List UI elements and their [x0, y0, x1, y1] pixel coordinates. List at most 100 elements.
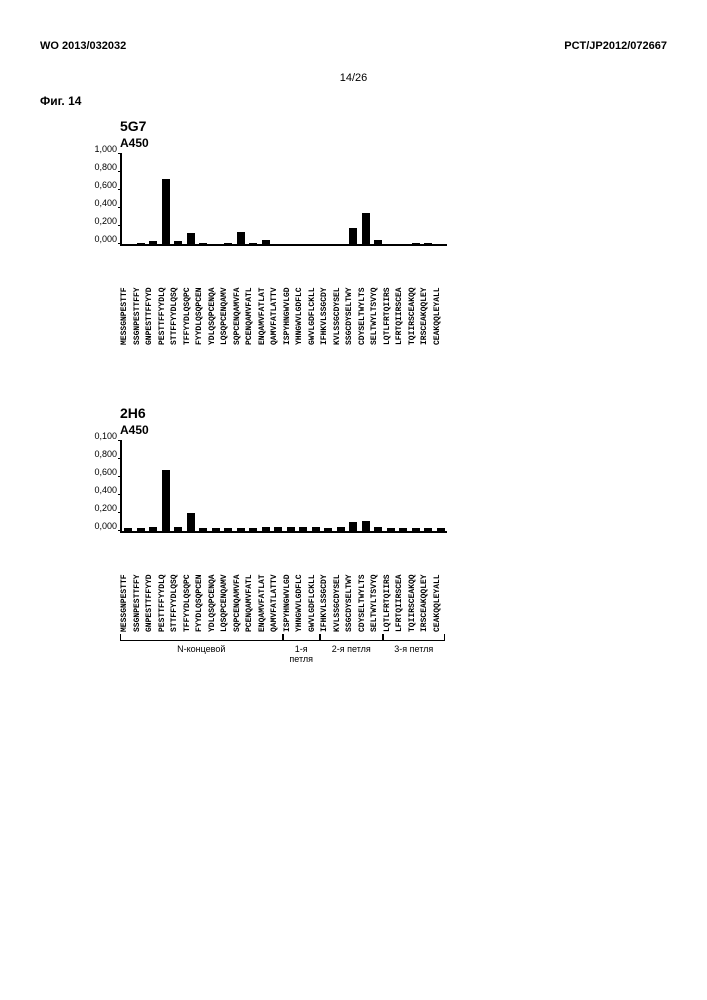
bar-slot: [335, 441, 348, 531]
x-tick-label: LFRTQIIRSCEA: [395, 537, 408, 632]
x-tick-label: YHNGWVLGDFLC: [295, 537, 308, 632]
bar: [249, 528, 257, 531]
bar-slot: [272, 441, 285, 531]
bar-slot: [147, 441, 160, 531]
x-tick-label: TQIIRSCEAKQQ: [408, 537, 421, 632]
region-labels-row: N-концевой1-я петля2-я петля3-я петля: [120, 634, 667, 664]
bars-row: [122, 441, 447, 531]
x-tick-label: LQTLFRTQIIRS: [383, 250, 396, 345]
x-labels-row: MESSGNPESTTFSSGNPESTTFFYGNPESTTFFYYDPEST…: [120, 250, 667, 345]
bar-slot: [297, 154, 310, 244]
x-tick-label: GWVLGDFLCKLL: [308, 537, 321, 632]
bar: [412, 243, 420, 244]
bar: [224, 528, 232, 531]
bar-slot: [397, 441, 410, 531]
y-axis-label: A450: [120, 423, 667, 437]
y-tick-label: 0,600: [77, 467, 117, 477]
x-tick-label: CDYSELTWYLTS: [358, 537, 371, 632]
bar-slot: [385, 441, 398, 531]
bar-slot: [360, 441, 373, 531]
x-tick-label: TQIIRSCEAKQQ: [408, 250, 421, 345]
x-tick-label: CDYSELTWYLTS: [358, 250, 371, 345]
bar: [437, 528, 445, 531]
bar-slot: [272, 154, 285, 244]
bar: [162, 179, 170, 244]
x-tick-label: IRSCEAKQQLEY: [420, 250, 433, 345]
region-bracket: [383, 634, 446, 641]
x-tick-label: STTFFYYDLQSQ: [170, 250, 183, 345]
chart-2H6: 2H6A4500,0000,2000,4000,6000,8000,100MES…: [120, 405, 667, 664]
y-axis-label: A450: [120, 136, 667, 150]
x-labels-row: MESSGNPESTTFSSGNPESTTFFYGNPESTTFFYYDPEST…: [120, 537, 667, 632]
bar: [149, 527, 157, 532]
x-tick-label: PESTTFFYYDLQ: [158, 537, 171, 632]
bar: [424, 243, 432, 244]
bar: [187, 233, 195, 244]
x-tick-label: QAMVFATLATTV: [270, 250, 283, 345]
x-tick-label: FYYDLQSQPCEN: [195, 250, 208, 345]
x-tick-label: QAMVFATLATTV: [270, 537, 283, 632]
bar: [312, 527, 320, 532]
x-tick-label: SELTWYLTSVYQ: [370, 537, 383, 632]
x-tick-label: PESTTFFYYDLQ: [158, 250, 171, 345]
x-tick-label: SSGNPESTTFFY: [133, 250, 146, 345]
x-tick-label: MESSGNPESTTF: [120, 250, 133, 345]
bar-slot: [372, 154, 385, 244]
region-label: 2-я петля: [320, 644, 383, 654]
bar-slot: [260, 441, 273, 531]
region-label: N-концевой: [120, 644, 283, 654]
x-tick-label: GNPESTTFFYYD: [145, 537, 158, 632]
x-tick-label: LQSQPCENQAMV: [220, 537, 233, 632]
y-tick-label: 0,000: [77, 234, 117, 244]
x-tick-label: STTFFYYDLQSQ: [170, 537, 183, 632]
bar: [162, 470, 170, 531]
x-tick-label: LQTLFRTQIIRS: [383, 537, 396, 632]
bar-slot: [210, 154, 223, 244]
x-tick-label: PCENQAMVFATL: [245, 250, 258, 345]
x-tick-label: IFHKVLSSGCDY: [320, 537, 333, 632]
region-bracket: [120, 634, 283, 641]
x-tick-label: YDLQSQPCENQA: [208, 250, 221, 345]
x-tick-label: ENQAMVFATLAT: [258, 537, 271, 632]
x-tick-label: ENQAMVFATLAT: [258, 250, 271, 345]
bar-slot: [410, 154, 423, 244]
x-tick-label: CEAKQQLEYALL: [433, 537, 446, 632]
bar: [137, 243, 145, 244]
y-tick-label: 0,200: [77, 216, 117, 226]
x-tick-label: MESSGNPESTTF: [120, 537, 133, 632]
bar: [237, 528, 245, 531]
bar-slot: [397, 154, 410, 244]
x-tick-label: YHNGWVLGDFLC: [295, 250, 308, 345]
bar: [362, 521, 370, 531]
chart-title: 5G7: [120, 118, 667, 134]
bar-slot: [147, 154, 160, 244]
y-tick-label: 0,800: [77, 162, 117, 172]
bar: [374, 527, 382, 532]
bar-slot: [435, 154, 448, 244]
y-tick-label: 0,400: [77, 485, 117, 495]
bar: [237, 232, 245, 244]
bar-slot: [422, 154, 435, 244]
figure-label: Фиг. 14: [40, 94, 667, 108]
bar: [199, 528, 207, 531]
x-tick-label: KVLSSGCDYSEL: [333, 250, 346, 345]
x-tick-label: CEAKQQLEYALL: [433, 250, 446, 345]
x-tick-label: TFFYYDLQSQPC: [183, 537, 196, 632]
bar-slot: [247, 154, 260, 244]
x-tick-label: LFRTQIIRSCEA: [395, 250, 408, 345]
bar-slot: [122, 154, 135, 244]
bar-slot: [285, 441, 298, 531]
x-tick-label: ISPYHNGWVLGD: [283, 250, 296, 345]
bar-slot: [285, 154, 298, 244]
bar: [374, 240, 382, 244]
bar: [249, 243, 257, 244]
y-tick-label: 1,000: [77, 144, 117, 154]
bar-slot: [247, 441, 260, 531]
bar-slot: [260, 154, 273, 244]
bar-slot: [172, 154, 185, 244]
bar: [149, 241, 157, 244]
x-tick-label: LQSQPCENQAMV: [220, 250, 233, 345]
bar-slot: [135, 154, 148, 244]
x-tick-label: YDLQSQPCENQA: [208, 537, 221, 632]
x-tick-label: SSGNPESTTFFY: [133, 537, 146, 632]
